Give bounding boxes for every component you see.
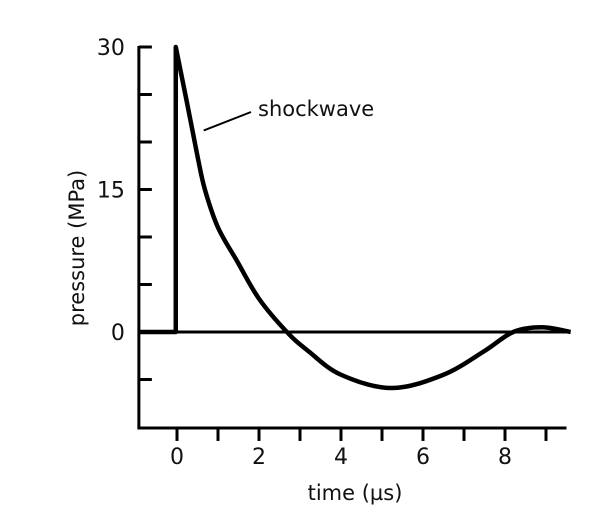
ticks: 0 15 30 0 2 4 6 8 [97, 36, 548, 470]
y-axis-label: pressure (MPa) [65, 170, 89, 326]
y-tick-label: 15 [97, 179, 125, 204]
annotation-shockwave: shockwave [258, 97, 374, 121]
y-tick-label: 0 [111, 321, 125, 346]
x-tick-label: 2 [252, 445, 266, 470]
x-tick-label: 8 [498, 445, 512, 470]
x-tick-label: 6 [416, 445, 430, 470]
series-line-shockwave [138, 44, 572, 391]
y-tick-label: 30 [97, 36, 125, 61]
x-tick-label: 4 [334, 445, 348, 470]
annotation-leader-line [203, 111, 252, 132]
x-axis-label: time (µs) [308, 481, 403, 505]
x-tick-label: 0 [170, 445, 184, 470]
